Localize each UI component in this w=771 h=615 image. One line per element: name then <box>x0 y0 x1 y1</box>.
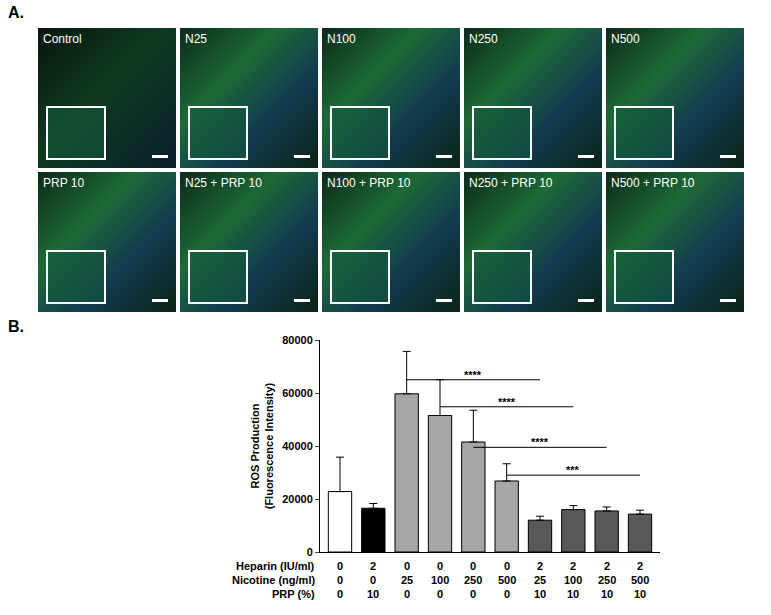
svg-text:10: 10 <box>601 588 613 600</box>
svg-text:****: **** <box>531 436 549 448</box>
html-text:N500 + PRP 10: N500 + PRP 10 <box>611 176 695 190</box>
svg-text:PRP (%): PRP (%) <box>272 588 315 600</box>
svg-text:0: 0 <box>307 546 313 558</box>
svg-text:0: 0 <box>470 588 476 600</box>
svg-text:0: 0 <box>437 560 443 572</box>
svg-text:80000: 80000 <box>282 334 313 346</box>
svg-text:40000: 40000 <box>282 440 313 452</box>
svg-text:0: 0 <box>337 588 343 600</box>
svg-text:0: 0 <box>337 574 343 586</box>
svg-text:100: 100 <box>564 574 582 586</box>
svg-text:ROS Production(Fluorescence In: ROS Production(Fluorescence Intensity) <box>249 382 275 509</box>
svg-text:100: 100 <box>431 574 449 586</box>
svg-text:0: 0 <box>370 574 376 586</box>
svg-text:****: **** <box>464 369 482 381</box>
html-text:N25 + PRP 10: N25 + PRP 10 <box>185 176 262 190</box>
html-text:N250: N250 <box>469 32 498 46</box>
html-text:N100: N100 <box>327 32 356 46</box>
svg-text:10: 10 <box>534 588 546 600</box>
svg-text:10: 10 <box>634 588 646 600</box>
svg-text:60000: 60000 <box>282 387 313 399</box>
html-text:A.: A. <box>8 4 24 21</box>
svg-text:****: **** <box>498 396 516 408</box>
svg-text:Heparin (IU/ml): Heparin (IU/ml) <box>236 560 315 572</box>
svg-text:0: 0 <box>437 588 443 600</box>
svg-text:250: 250 <box>464 574 482 586</box>
html-text:N500: N500 <box>611 32 640 46</box>
svg-text:250: 250 <box>598 574 616 586</box>
html-text:N100 + PRP 10: N100 + PRP 10 <box>327 176 411 190</box>
svg-text:500: 500 <box>498 574 516 586</box>
svg-text:2: 2 <box>604 560 610 572</box>
html-text:Control: Control <box>43 32 82 46</box>
svg-text:0: 0 <box>404 588 410 600</box>
svg-text:0: 0 <box>337 560 343 572</box>
html-text:PRP 10: PRP 10 <box>43 176 85 190</box>
html-text:N25: N25 <box>185 32 207 46</box>
svg-text:500: 500 <box>631 574 649 586</box>
svg-text:0: 0 <box>504 560 510 572</box>
svg-text:10: 10 <box>567 588 579 600</box>
svg-text:2: 2 <box>370 560 376 572</box>
svg-text:2: 2 <box>570 560 576 572</box>
html-text:B.: B. <box>8 318 24 335</box>
html-text:N250 + PRP 10: N250 + PRP 10 <box>469 176 553 190</box>
svg-text:25: 25 <box>401 574 413 586</box>
svg-text:0: 0 <box>404 560 410 572</box>
svg-text:Nicotine (ng/ml): Nicotine (ng/ml) <box>232 574 315 586</box>
svg-text:***: *** <box>566 464 580 476</box>
svg-text:2: 2 <box>537 560 543 572</box>
svg-text:20000: 20000 <box>282 493 313 505</box>
svg-text:25: 25 <box>534 574 546 586</box>
svg-text:0: 0 <box>504 588 510 600</box>
svg-text:0: 0 <box>470 560 476 572</box>
svg-text:2: 2 <box>637 560 643 572</box>
svg-text:10: 10 <box>367 588 379 600</box>
